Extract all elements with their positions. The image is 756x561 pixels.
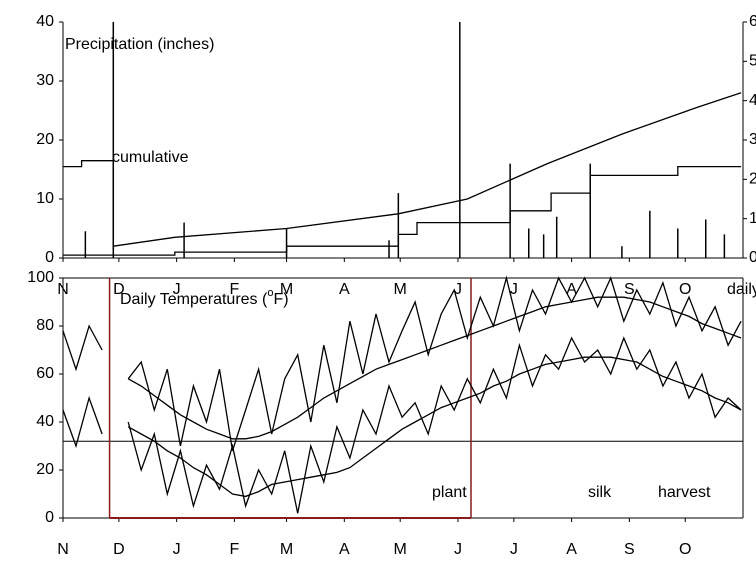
y-tick-label: 60 (36, 365, 54, 382)
annotation: plant (432, 484, 467, 501)
x-tick-label: A (339, 281, 350, 298)
y-tick-label: 10 (36, 190, 54, 207)
x-tick-label: N (57, 541, 69, 558)
x-tick-label: F (230, 281, 240, 298)
y-tick-label: 20 (36, 131, 54, 148)
x-tick-label: J (454, 541, 462, 558)
y-tick-label: 40 (36, 13, 54, 30)
y2-tick-label: 6 (749, 13, 756, 30)
x-tick-label: J (173, 281, 181, 298)
y-tick-label: 80 (36, 317, 54, 334)
series-line (62, 336, 742, 514)
x-tick-label: M (280, 281, 293, 298)
annotation: cumulative (112, 149, 189, 166)
y2-tick-label: 0 (749, 249, 756, 266)
x-tick-label: O (679, 541, 691, 558)
annotation: silk (588, 484, 612, 501)
y2-tick-label: 3 (749, 131, 756, 148)
y2-axis-label: daily (727, 281, 756, 298)
x-tick-label: A (566, 541, 577, 558)
annotation: harvest (658, 484, 711, 501)
title-part: Daily Temperatures ( (120, 291, 268, 308)
title-part: o (267, 287, 273, 299)
y2-tick-label: 4 (749, 92, 756, 109)
y-tick-label: 100 (27, 269, 54, 286)
chart-title: Daily Temperatures (oF) (120, 287, 289, 308)
x-tick-label: M (394, 281, 407, 298)
x-tick-label: S (624, 281, 635, 298)
series-line (127, 296, 742, 440)
series-line (63, 165, 742, 256)
x-tick-label: D (113, 541, 125, 558)
x-tick-label: S (624, 541, 635, 558)
series-line (62, 275, 742, 451)
y-tick-label: 0 (45, 509, 54, 526)
y2-tick-label: 5 (749, 53, 756, 70)
x-tick-label: J (510, 541, 518, 558)
x-tick-label: J (173, 541, 181, 558)
x-tick-label: D (113, 281, 125, 298)
y2-tick-label: 2 (749, 171, 756, 188)
x-tick-label: J (454, 281, 462, 298)
y-tick-label: 20 (36, 461, 54, 478)
y2-tick-label: 1 (749, 210, 756, 227)
title-part: F) (273, 291, 288, 308)
y-tick-label: 30 (36, 72, 54, 89)
x-tick-label: M (394, 541, 407, 558)
x-tick-label: O (679, 281, 691, 298)
x-tick-label: A (566, 281, 577, 298)
series-line (127, 356, 742, 498)
x-tick-label: J (510, 281, 518, 298)
x-tick-label: M (280, 541, 293, 558)
y-tick-label: 0 (45, 249, 54, 266)
chart-title: Precipitation (inches) (65, 36, 214, 53)
x-tick-label: A (339, 541, 350, 558)
y-tick-label: 40 (36, 413, 54, 430)
series-line (63, 92, 742, 247)
x-tick-label: F (230, 541, 240, 558)
